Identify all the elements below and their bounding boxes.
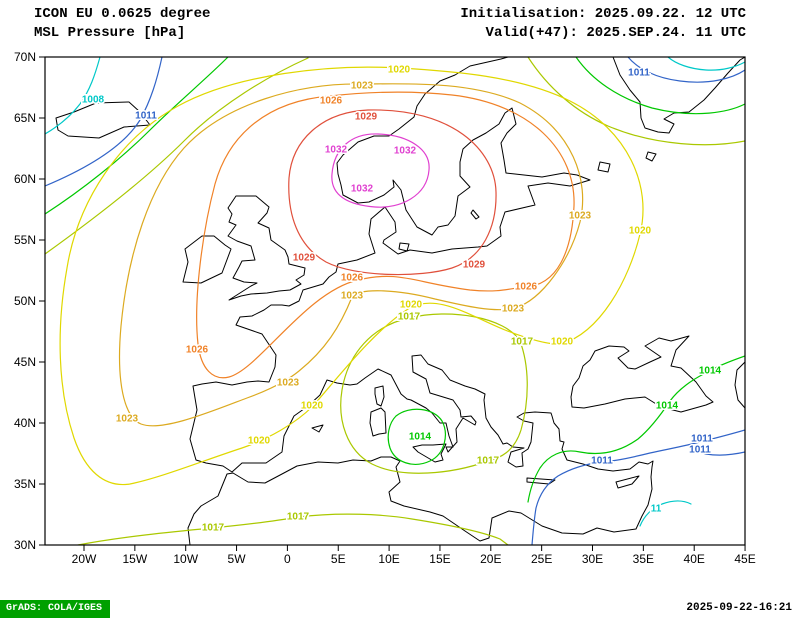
coastline-europe [55,57,745,545]
contour-label: 1020 [629,226,652,237]
grads-badge: GrADS: COLA/IGES [0,600,111,618]
lon-tick-label: 10W [173,552,198,566]
lat-tick-label: 55N [14,233,36,247]
lat-tick-label: 50N [14,294,36,308]
coastlines [55,57,745,545]
contour-label: 1011 [689,445,711,456]
field-title: MSL Pressure [hPa] [34,25,186,41]
lon-tick-label: 10E [378,552,399,566]
valid-time: Valid(+47): 2025.SEP.24. 11 UTC [485,25,746,41]
isobar-1029 [288,109,497,276]
contour-label: 1017 [202,523,225,534]
lon-tick-label: 0 [284,552,291,566]
lat-tick-label: 45N [14,355,36,369]
contour-label: 1026 [320,96,343,107]
contour-label: 1020 [400,300,423,311]
isobars [45,57,745,545]
contour-label: 1017 [511,337,534,348]
lat-tick-label: 30N [14,538,36,552]
contour-label: 1029 [463,260,486,271]
contour-label: 1017 [477,456,500,467]
isobar-1023 [118,83,584,427]
contour-label: 1029 [355,112,378,123]
contour-label: 1023 [277,378,300,389]
contour-label: 11 [651,504,662,515]
isobar-1026 [196,91,575,379]
lon-tick-label: 5W [228,552,247,566]
isobar-1017 [45,57,745,545]
contour-label: 1020 [388,65,411,76]
contour-label: 1014 [699,366,722,377]
lon-tick-label: 20E [480,552,501,566]
lat-tick-label: 60N [14,172,36,186]
lat-tick-label: 70N [14,50,36,64]
contour-label: 1032 [394,146,417,157]
isobar-1032 [331,133,430,208]
lat-tick-label: 65N [14,111,36,125]
contour-label: 1023 [116,414,139,425]
lon-tick-label: 15E [429,552,450,566]
contour-label: 1011 [691,434,713,445]
lon-tick-label: 15W [123,552,148,566]
model-title: ICON EU 0.0625 degree [34,6,211,22]
latitude-axis: 70N 65N 60N 55N 50N 45N 40N 35N 30N [14,50,45,552]
isobar-1011 [45,57,745,545]
lon-tick-label: 40E [684,552,705,566]
contour-label: 1011 [628,68,650,79]
lat-tick-label: 35N [14,477,36,491]
contour-label: 1026 [186,345,209,356]
contour-label: 1029 [293,253,316,264]
lon-tick-label: 5E [331,552,346,566]
contour-label: 1014 [656,401,679,412]
contour-label: 1023 [351,81,374,92]
contour-label: 1026 [515,282,538,293]
lon-tick-label: 20W [72,552,97,566]
contour-label: 1020 [248,436,271,447]
longitude-axis: 20W 15W 10W 5W 0 5E 10E 15E 20E 25E 30E 35E 40E 45E [72,545,756,566]
isobar-1020 [59,66,644,486]
lon-tick-label: 45E [734,552,755,566]
contour-label: 1017 [287,512,310,523]
contour-label: 1014 [409,432,432,443]
lon-tick-label: 25E [531,552,552,566]
lon-tick-label: 35E [633,552,654,566]
contour-label: 1017 [398,312,421,323]
contour-label: 1011 [591,456,613,467]
isobar-1014 [45,57,745,503]
contour-label: 1032 [351,184,374,195]
contour-label: 1011 [135,111,157,122]
isobar-1008 [45,57,745,527]
lat-tick-label: 40N [14,416,36,430]
contour-label: 1023 [341,291,364,302]
contour-label: 1023 [502,304,525,315]
contour-label: 1008 [82,95,105,106]
creation-timestamp: 2025-09-22-16:21 [686,602,792,614]
contour-label: 1020 [301,401,324,412]
contour-label: 1020 [551,337,574,348]
lon-tick-label: 30E [582,552,603,566]
contour-label: 1026 [341,273,364,284]
contour-label: 1032 [325,145,348,156]
contour-label: 1023 [569,211,592,222]
init-time: Initialisation: 2025.09.22. 12 UTC [460,6,746,22]
